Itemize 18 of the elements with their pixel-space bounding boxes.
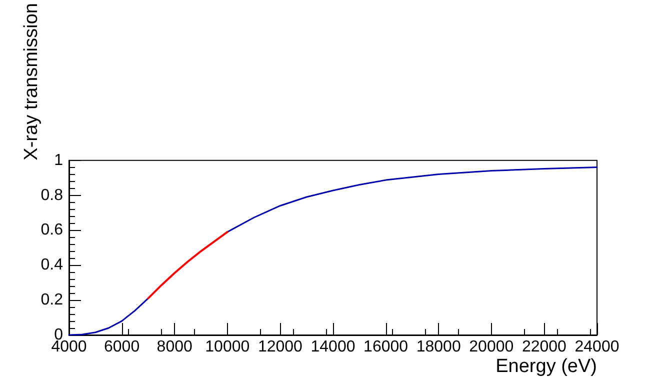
y-tick-label: 1 [54,152,64,169]
y-tick-label: 0.6 [40,222,64,239]
y-tick-label: 0.2 [40,292,64,309]
x-axis-title: Energy (eV) [496,356,597,377]
y-tick-label: 0.4 [40,256,64,274]
x-tick-label: 12000 [258,338,303,356]
y-tick-label: 0.8 [40,186,64,204]
x-tick-label: 10000 [205,338,250,356]
x-tick-label: 24000 [574,338,620,356]
x-tick-label: 6000 [104,338,140,356]
y-axis-title: X-ray transmission [21,2,42,160]
x-tick-label: 16000 [364,338,408,356]
x-tick-label: 8000 [156,338,192,356]
x-tick-label: 22000 [522,338,567,356]
x-tick-label: 20000 [469,338,514,356]
line-series [147,230,228,300]
x-tick-label: 14000 [310,338,356,356]
x-tick-label: 18000 [416,338,461,356]
